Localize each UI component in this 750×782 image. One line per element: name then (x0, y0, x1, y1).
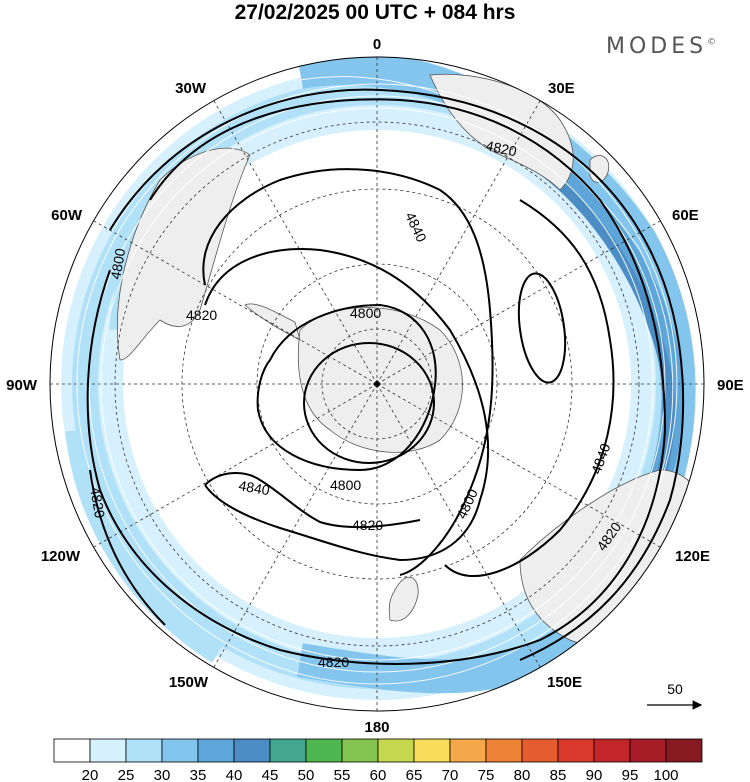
colorbar-swatch (485, 738, 523, 763)
colorbar-tick-label: 40 (226, 767, 243, 782)
colorbar-swatch (125, 738, 163, 763)
colorbar-tick-label: 75 (478, 767, 495, 782)
colorbar-swatch (233, 738, 271, 763)
colorbar-tick-label: 95 (622, 767, 639, 782)
colorbar-swatch (593, 738, 631, 763)
lon-label-90e: 90E (717, 377, 744, 394)
longitude-labels: 0 30E 60E 90E 120E 150E 180 150W 120W 90… (6, 36, 744, 736)
colorbar-tick-label: 25 (118, 767, 135, 782)
contour-label: 4840 (588, 441, 614, 476)
lon-label-60w: 60W (51, 207, 83, 224)
contour-label: 4820 (318, 654, 349, 670)
south-pole-marker (373, 380, 381, 388)
contour-label: 4820 (87, 486, 108, 520)
colorbar-tick-label: 45 (262, 767, 279, 782)
reference-vector-label: 50 (667, 681, 683, 697)
colorbar-swatch (89, 738, 127, 763)
colorbar: 20 25 30 35 40 45 50 55 60 65 70 75 80 85 90 95 100 (53, 738, 703, 782)
contour-label: 4820 (352, 517, 383, 533)
lon-label-150w: 150W (169, 674, 209, 691)
lon-label-60e: 60E (672, 207, 699, 224)
colorbar-tick-label: 90 (586, 767, 603, 782)
colorbar-swatch (449, 738, 487, 763)
colorbar-tick-label: 85 (550, 767, 567, 782)
contour-4800-west (89, 469, 166, 626)
colorbar-swatch (269, 738, 307, 763)
wind-streamlines (76, 76, 678, 685)
colorbar-tick-label: 100 (653, 767, 678, 782)
contour-4820-outer (86, 98, 667, 665)
colorbar-tick-label: 30 (154, 767, 171, 782)
colorbar-tick-label: 35 (190, 767, 207, 782)
contour-inner-low (303, 342, 435, 464)
colorbar-tick-label: 20 (82, 767, 99, 782)
colorbar-tick-label: 80 (514, 767, 531, 782)
antarctic-peninsula (244, 303, 301, 341)
lon-label-180: 180 (364, 719, 389, 736)
colorbar-swatch (341, 738, 379, 763)
height-contours (86, 88, 685, 665)
colorbar-swatch (629, 738, 667, 763)
colorbar-swatch (161, 738, 199, 763)
brand-logo: MODES© (606, 34, 716, 59)
colorbar-tick-label: 50 (298, 767, 315, 782)
graticule (50, 57, 704, 711)
contour-label: 4800 (330, 477, 361, 493)
colorbar-swatch (53, 738, 91, 763)
colorbar-swatch (521, 738, 559, 763)
lon-label-150e: 150E (547, 674, 582, 691)
lon-label-0: 0 (373, 36, 381, 53)
south-america (117, 147, 251, 361)
contour-label: 4800 (350, 305, 381, 321)
colorbar-tick-label: 65 (406, 767, 423, 782)
lon-label-120w: 120W (41, 548, 81, 565)
colorbar-tick-label: 55 (334, 767, 351, 782)
antarctica (297, 307, 463, 453)
contour-4820-central (204, 248, 490, 562)
contour-label: 4800 (107, 247, 128, 281)
brand-copyright: © (707, 37, 717, 48)
contour-label: 4840 (402, 210, 430, 245)
lon-label-90w: 90W (6, 377, 38, 394)
lon-label-120e: 120E (675, 548, 710, 565)
contour-label: 4820 (186, 307, 217, 323)
colorbar-swatch (305, 738, 343, 763)
map-title: 27/02/2025 00 UTC + 084 hrs (234, 1, 516, 24)
contour-4820-sw (204, 472, 421, 529)
colorbar-swatch (377, 738, 415, 763)
map-boundary (49, 56, 705, 712)
reference-vector: 50 (647, 681, 703, 710)
lon-label-30e: 30E (548, 80, 575, 97)
colorbar-swatch (557, 738, 595, 763)
colorbar-swatch (197, 738, 235, 763)
contour-4800-central (256, 303, 437, 472)
contour-4800-outer (109, 88, 685, 661)
colorbar-swatch (413, 738, 451, 763)
contour-4840 (202, 168, 494, 576)
brand-name: MODES (606, 34, 708, 59)
contour-label: 4820 (484, 137, 518, 159)
colorbar-swatch (665, 738, 703, 763)
lon-label-30w: 30W (175, 80, 207, 97)
new-zealand (388, 577, 419, 622)
contour-label: 4840 (237, 477, 271, 498)
colorbar-tick-label: 60 (370, 767, 387, 782)
contour-4840-east (444, 199, 615, 578)
contour-label: 4800 (453, 486, 481, 521)
contour-4840-closed (517, 272, 567, 384)
colorbar-tick-label: 70 (442, 767, 459, 782)
